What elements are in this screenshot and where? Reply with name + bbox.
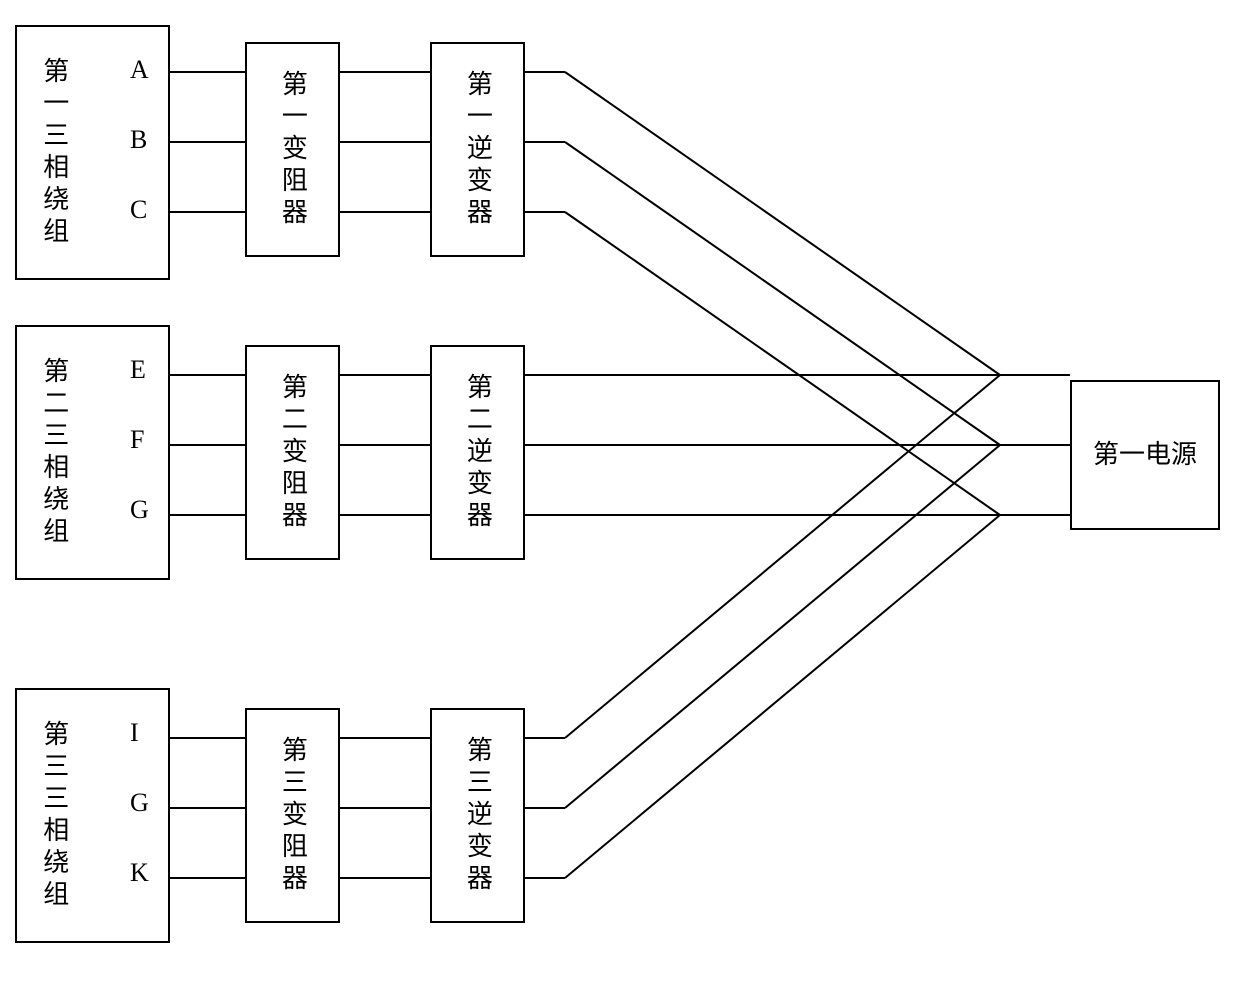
varistor-1-box: 第一变阻器	[245, 42, 340, 257]
terminal-e: E	[130, 355, 146, 385]
winding-3-label: 第三三相绕组	[37, 720, 71, 912]
winding-2-label: 第二三相绕组	[37, 357, 71, 549]
terminal-c: C	[130, 195, 147, 225]
varistor-2-box: 第二变阻器	[245, 345, 340, 560]
varistor-1-label: 第一变阻器	[276, 70, 310, 230]
terminal-b: B	[130, 125, 147, 155]
terminal-k: K	[130, 858, 149, 888]
inverter-3-box: 第三逆变器	[430, 708, 525, 923]
inverter-1-box: 第一逆变器	[430, 42, 525, 257]
inverter-3-label: 第三逆变器	[461, 736, 495, 896]
inverter-2-box: 第二逆变器	[430, 345, 525, 560]
terminal-a: A	[130, 55, 149, 85]
power-1-box: 第一电源	[1070, 380, 1220, 530]
varistor-3-label: 第三变阻器	[276, 736, 310, 896]
winding-1-label: 第一三相绕组	[37, 57, 71, 249]
varistor-3-box: 第三变阻器	[245, 708, 340, 923]
power-1-label: 第一电源	[1093, 437, 1197, 473]
wires-svg	[0, 0, 1240, 988]
terminal-g2: G	[130, 788, 149, 818]
terminal-g: G	[130, 495, 149, 525]
inverter-1-label: 第一逆变器	[461, 70, 495, 230]
inverter-2-label: 第二逆变器	[461, 373, 495, 533]
terminal-f: F	[130, 425, 144, 455]
terminal-i: I	[130, 718, 139, 748]
varistor-2-label: 第二变阻器	[276, 373, 310, 533]
winding-2-box: 第二三相绕组	[15, 325, 170, 580]
